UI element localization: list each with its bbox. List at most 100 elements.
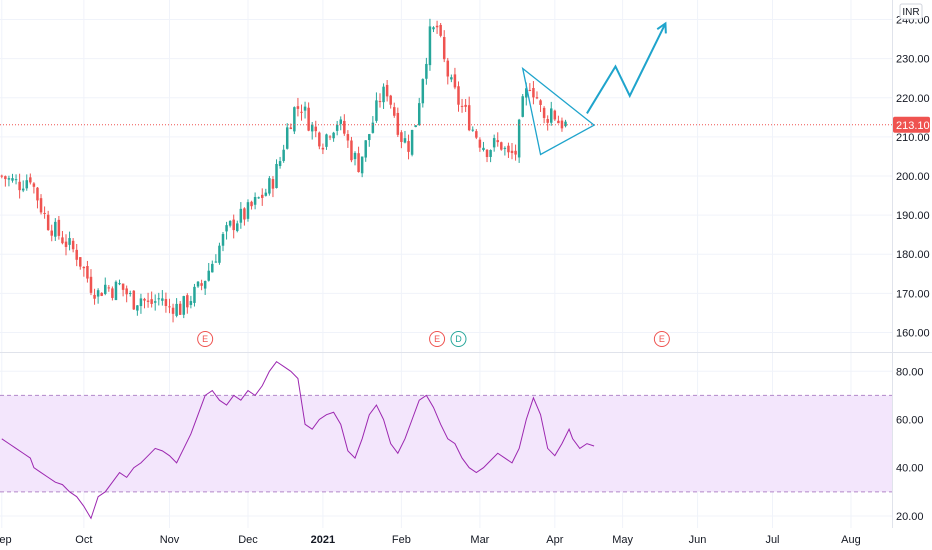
candle-body xyxy=(228,220,232,226)
candle-body xyxy=(303,106,307,111)
candle-body xyxy=(371,122,375,133)
candle-body xyxy=(514,150,517,155)
candle-body xyxy=(18,181,21,191)
candle-body xyxy=(243,208,246,220)
event-circle xyxy=(429,331,446,347)
candle-body xyxy=(414,125,417,128)
rsi-band xyxy=(0,395,892,492)
time-tick-label: Aug xyxy=(841,534,861,546)
candle-body xyxy=(417,103,421,125)
candle-body xyxy=(553,110,557,120)
candle-body xyxy=(57,219,61,236)
price-tick-label: 170.00 xyxy=(896,288,930,300)
candle-body xyxy=(96,290,100,297)
candle-body xyxy=(128,293,132,295)
candle-body xyxy=(307,107,310,131)
candle-body xyxy=(410,129,414,155)
candle-body xyxy=(457,86,460,105)
candle-body xyxy=(153,301,157,303)
candle-body xyxy=(435,25,439,28)
time-tick-label: Oct xyxy=(75,534,92,546)
triangle-drawing[interactable] xyxy=(521,66,596,156)
candle-body xyxy=(332,132,335,139)
candle-body xyxy=(546,119,549,123)
candle-body xyxy=(482,147,485,150)
candle-body xyxy=(157,298,161,300)
candle-body xyxy=(439,24,442,36)
candle-body xyxy=(114,281,118,301)
event-label: E xyxy=(202,334,208,344)
time-axis-ticks: Sep Oct Nov Dec 2021 Feb Mar Apr May Jun Jul Aug xyxy=(0,534,861,546)
candle-body xyxy=(225,225,228,232)
candle-body xyxy=(25,180,29,189)
candle-body xyxy=(378,101,382,103)
drawings[interactable] xyxy=(521,21,667,156)
candle-body xyxy=(396,112,400,135)
rsi-tick-label: 60.00 xyxy=(896,415,924,427)
candle-body xyxy=(186,295,189,308)
time-tick-label: May xyxy=(612,534,633,546)
candle-body xyxy=(46,214,50,231)
candle-body xyxy=(139,298,143,307)
currency-badge[interactable]: INR xyxy=(899,3,923,20)
price-tick-label: 160.00 xyxy=(896,327,930,339)
last-price-badge: 213.10 xyxy=(893,116,930,133)
candle-body xyxy=(104,284,107,294)
candle-body xyxy=(285,127,289,149)
candle-body xyxy=(146,300,150,302)
candle-body xyxy=(14,179,18,181)
time-tick-label: Apr xyxy=(546,534,563,546)
candle-body xyxy=(239,208,243,223)
candle-body xyxy=(125,288,128,295)
event-marker[interactable]: E xyxy=(653,331,670,347)
candle-body xyxy=(143,298,146,301)
event-label: E xyxy=(434,334,440,344)
candle-body xyxy=(89,276,93,293)
candle-body xyxy=(450,77,453,80)
rsi-tick-label: 20.00 xyxy=(896,511,924,523)
candle-body xyxy=(532,87,535,98)
candle-body xyxy=(71,240,75,250)
arrow-drawing[interactable] xyxy=(586,23,667,114)
candle-body xyxy=(321,147,325,150)
candle-body xyxy=(246,202,250,219)
candle-body xyxy=(350,140,353,161)
candle-body xyxy=(382,86,385,103)
candle-body xyxy=(121,283,125,290)
price-tick-label: 180.00 xyxy=(896,249,930,261)
candle-body xyxy=(503,147,507,149)
event-label: D xyxy=(455,334,462,344)
candle-body xyxy=(425,63,428,79)
candle-body xyxy=(318,132,321,147)
candle-body xyxy=(325,134,328,147)
candle-body xyxy=(328,136,332,138)
candle-body xyxy=(471,129,475,131)
candle-body xyxy=(189,301,193,305)
currency-badge-bg xyxy=(899,3,923,20)
time-tick-label: Feb xyxy=(392,534,411,546)
candle-body xyxy=(485,149,489,158)
time-tick-label: Dec xyxy=(238,534,258,546)
candle-body xyxy=(21,188,25,191)
candle-body xyxy=(0,175,4,177)
candle-body xyxy=(539,100,542,105)
candle-body xyxy=(107,287,111,289)
event-marker[interactable]: D xyxy=(450,331,467,347)
candle-body xyxy=(464,104,467,107)
candle-body xyxy=(314,126,318,132)
event-marker[interactable]: E xyxy=(197,331,214,347)
candle-body xyxy=(385,84,389,97)
candle-body xyxy=(7,178,11,180)
candle-body xyxy=(393,107,396,116)
candle-body xyxy=(164,299,168,306)
event-marker[interactable]: E xyxy=(429,331,446,347)
candle-body xyxy=(61,237,64,244)
candle-body xyxy=(492,138,496,148)
candle-body xyxy=(375,100,378,121)
candle-body xyxy=(43,212,46,214)
time-tick-label: Jun xyxy=(689,534,707,546)
candle-body xyxy=(278,161,282,166)
candle-body xyxy=(282,149,285,161)
